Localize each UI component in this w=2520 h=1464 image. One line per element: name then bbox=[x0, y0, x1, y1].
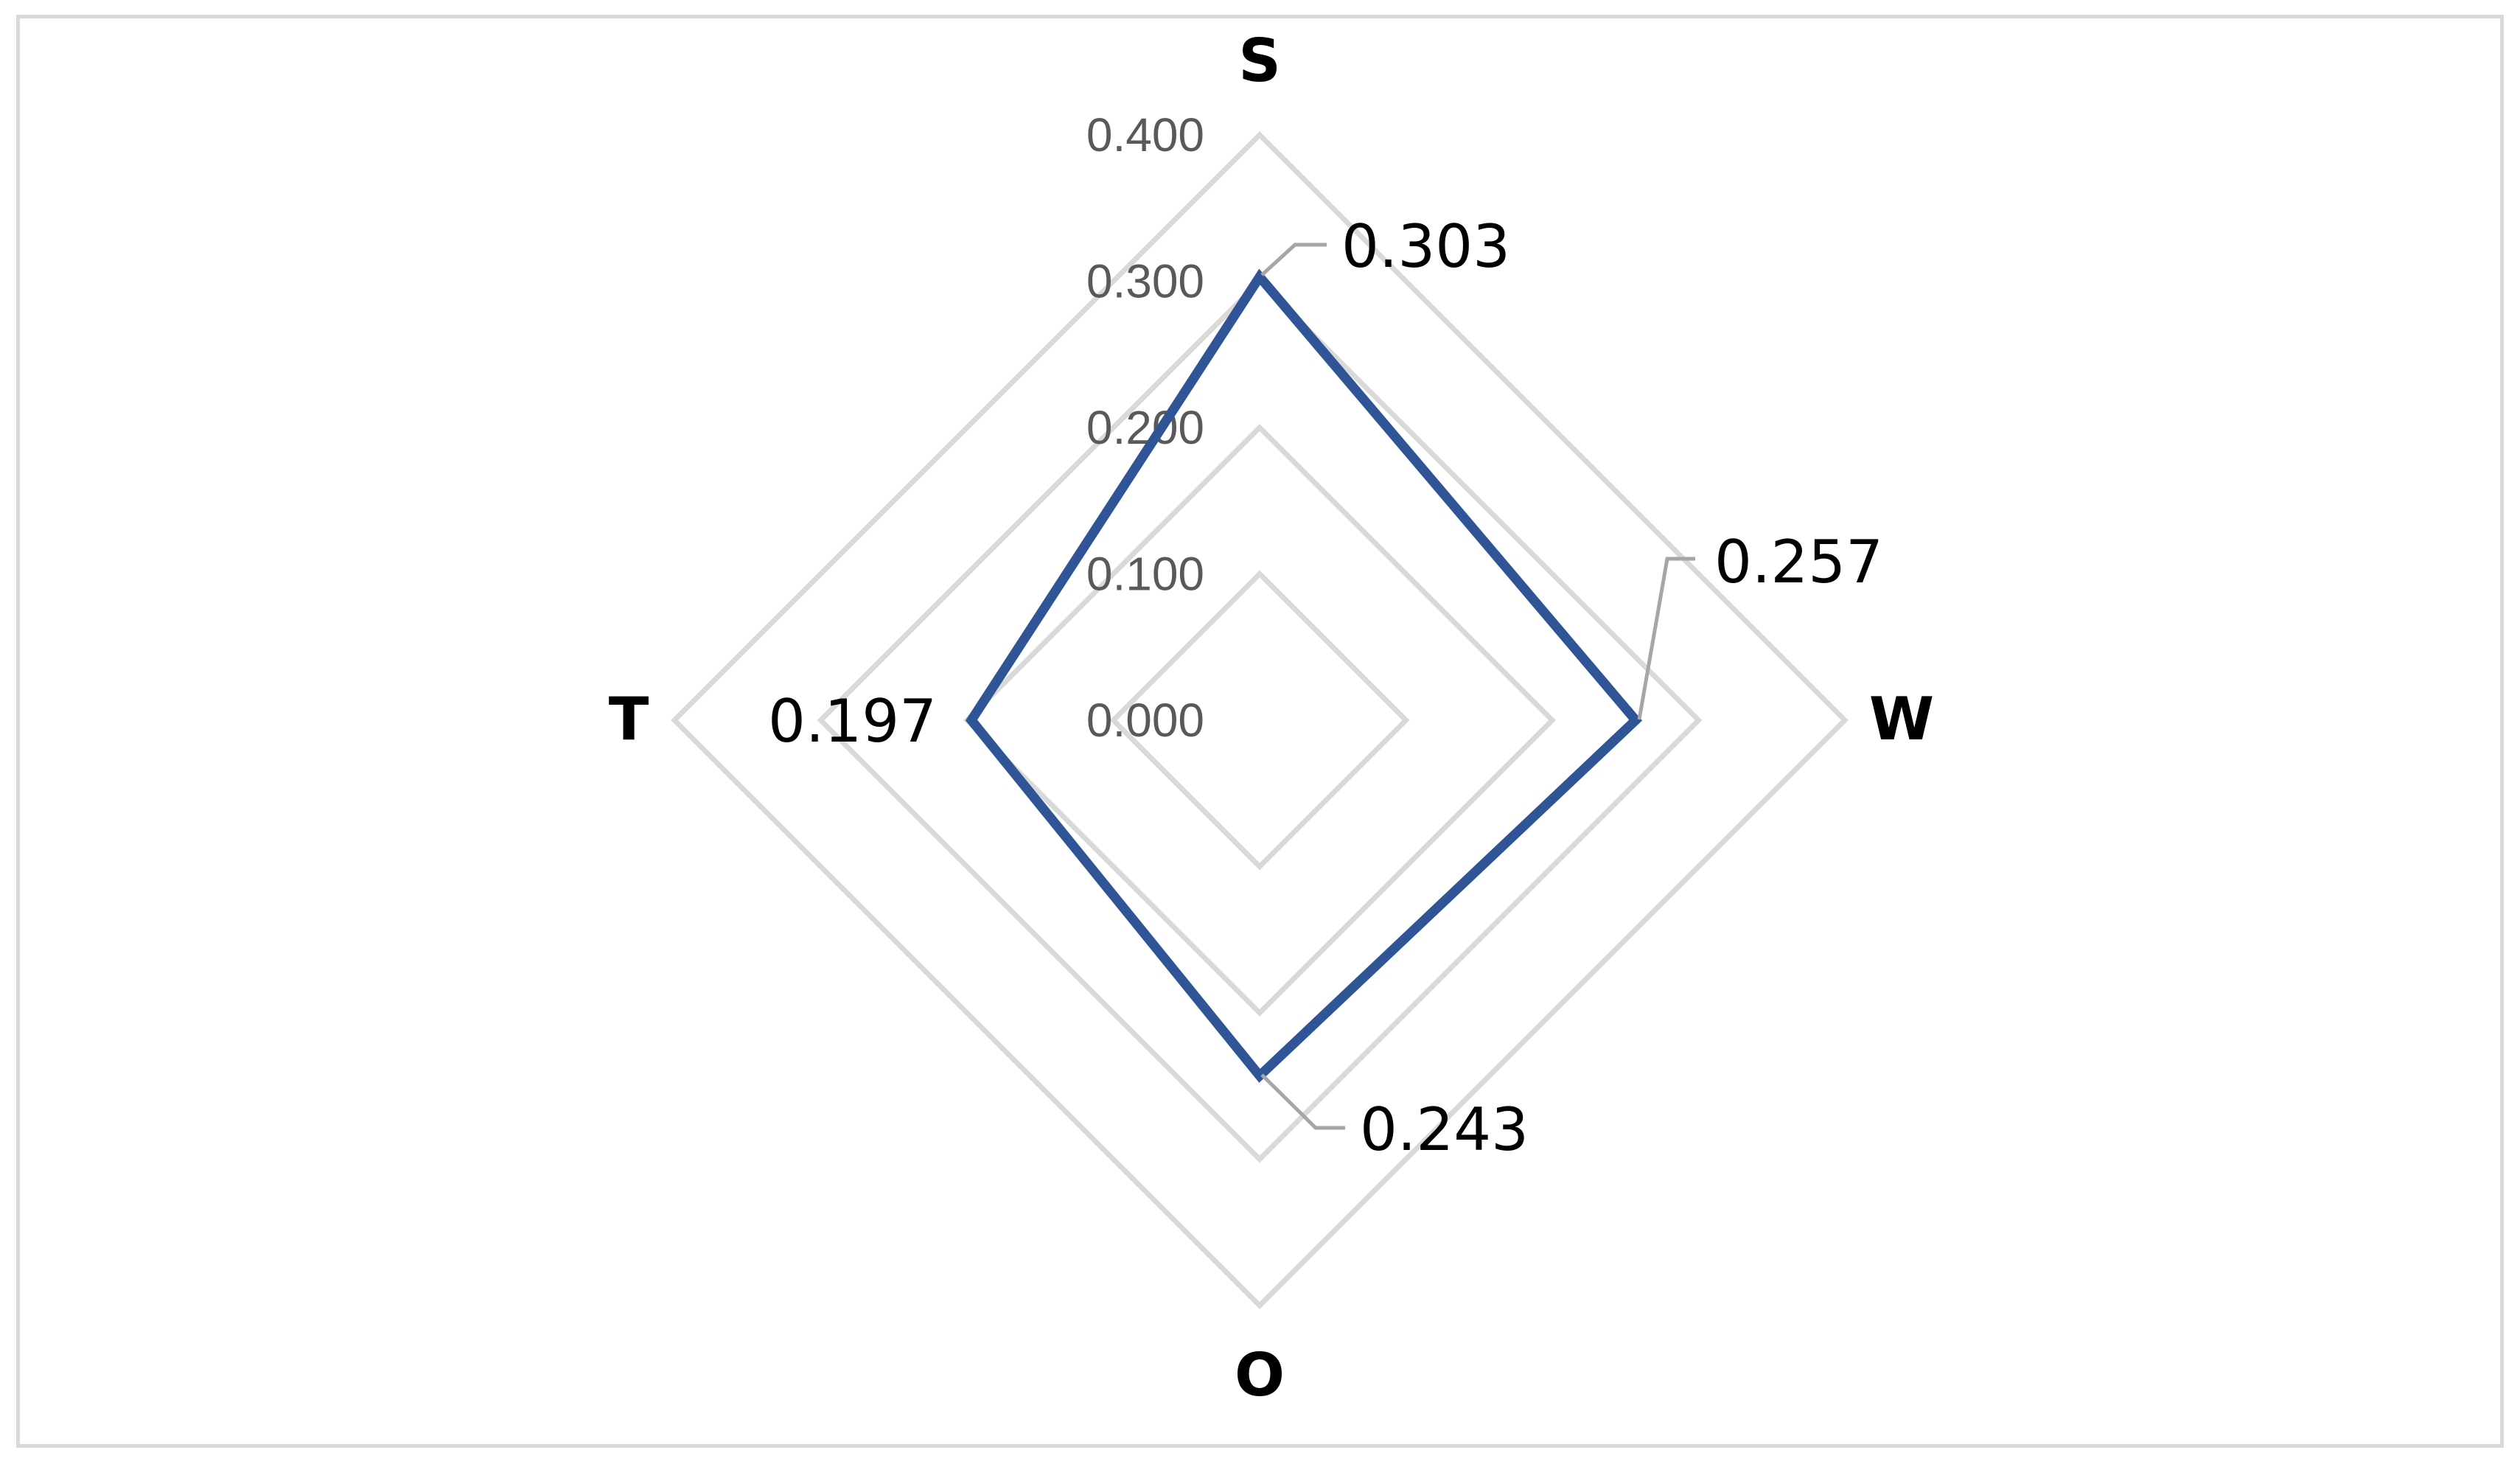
tick-label: 0.400 bbox=[1086, 108, 1204, 161]
leader-line-w bbox=[1637, 557, 1695, 720]
tick-label: 0.000 bbox=[1086, 694, 1204, 747]
series-layer bbox=[965, 268, 1643, 1083]
axis-label-w: W bbox=[1869, 685, 1934, 753]
axis-label-t: T bbox=[609, 685, 649, 753]
grid-ring-2 bbox=[963, 424, 1556, 1017]
axis-label-o: O bbox=[1235, 1341, 1285, 1409]
leader-lines bbox=[1260, 243, 1695, 1130]
leader-line-o bbox=[1260, 1073, 1345, 1130]
grid-ring-1 bbox=[1109, 570, 1410, 871]
data-label-t: 0.197 bbox=[768, 687, 937, 756]
data-label-w: 0.257 bbox=[1714, 528, 1883, 596]
chart-area bbox=[16, 15, 2504, 1448]
data-label-o: 0.243 bbox=[1360, 1095, 1529, 1164]
axis-labels: S W O T bbox=[609, 27, 1934, 1409]
data-labels: 0.303 0.257 0.243 0.197 bbox=[768, 212, 1883, 1164]
data-label-s: 0.303 bbox=[1341, 212, 1510, 281]
radar-grid bbox=[671, 131, 1849, 1309]
grid-ring-4 bbox=[671, 131, 1849, 1309]
grid-ring-3 bbox=[817, 277, 1703, 1163]
tick-label: 0.100 bbox=[1086, 548, 1204, 601]
series-line bbox=[965, 268, 1643, 1083]
tick-label: 0.300 bbox=[1086, 255, 1204, 308]
axis-label-s: S bbox=[1238, 27, 1281, 95]
leader-line-s bbox=[1260, 243, 1327, 276]
